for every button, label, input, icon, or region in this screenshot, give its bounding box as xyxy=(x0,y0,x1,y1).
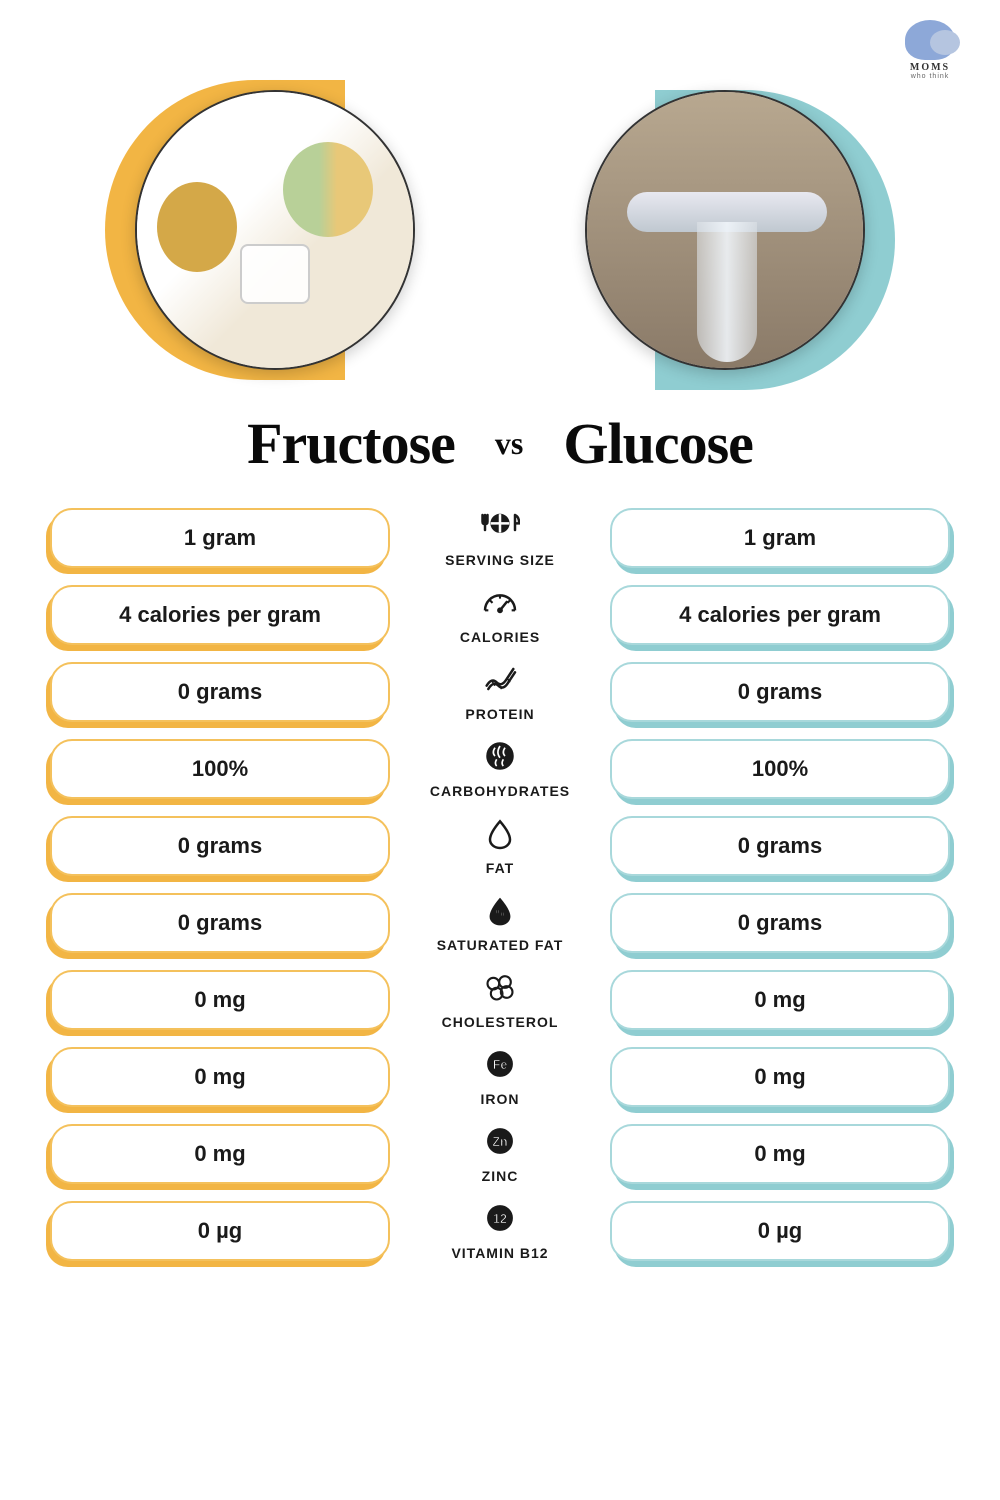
category-label: FAT xyxy=(486,860,514,876)
iron-icon: Fe xyxy=(480,1046,520,1087)
hero-images-row xyxy=(50,80,950,380)
value-text: 0 grams xyxy=(178,833,262,859)
right-value-pill: 0 grams xyxy=(610,893,950,953)
b12-icon: 12 xyxy=(480,1200,520,1241)
right-value-pill: 100% xyxy=(610,739,950,799)
value-text: 0 grams xyxy=(738,833,822,859)
value-text: 4 calories per gram xyxy=(119,602,321,628)
protein-icon xyxy=(480,661,520,702)
category-label: SERVING SIZE xyxy=(445,552,555,568)
svg-text:Fe: Fe xyxy=(493,1058,508,1072)
right-value-pill: 0 mg xyxy=(610,1047,950,1107)
vs-label: vs xyxy=(495,425,523,462)
value-text: 1 gram xyxy=(184,525,256,551)
right-value-pill: 0 grams xyxy=(610,816,950,876)
left-value-pill: 0 µg xyxy=(50,1201,390,1261)
left-value-pill: 0 grams xyxy=(50,893,390,953)
category-cell: Zn ZINC xyxy=(410,1123,590,1184)
value-text: 0 mg xyxy=(194,1064,245,1090)
left-value-pill: 0 mg xyxy=(50,1047,390,1107)
value-text: 100% xyxy=(752,756,808,782)
category-label: CALORIES xyxy=(460,629,540,645)
value-text: 1 gram xyxy=(744,525,816,551)
left-value-pill: 100% xyxy=(50,739,390,799)
category-label: CHOLESTEROL xyxy=(442,1014,559,1030)
brand-logo: MOMS who think xyxy=(890,20,970,100)
category-cell: CARBOHYDRATES xyxy=(410,738,590,799)
category-label: SATURATED FAT xyxy=(437,937,564,953)
left-value-pill: 0 grams xyxy=(50,816,390,876)
glucose-image xyxy=(585,90,865,370)
bird-icon xyxy=(905,20,955,60)
right-value-pill: 0 mg xyxy=(610,970,950,1030)
right-title: Glucose xyxy=(563,410,753,477)
category-cell: CALORIES xyxy=(410,584,590,645)
titles-row: Fructose vs Glucose xyxy=(50,410,950,477)
logo-line1: MOMS xyxy=(910,62,950,73)
right-value-pill: 0 grams xyxy=(610,662,950,722)
left-value-pill: 0 mg xyxy=(50,1124,390,1184)
right-value-pill: 0 mg xyxy=(610,1124,950,1184)
comparison-grid: 1 gram SERVING SIZE 1 gram 4 calories per g… xyxy=(50,507,950,1261)
right-value-pill: 0 µg xyxy=(610,1201,950,1261)
category-cell: Fe IRON xyxy=(410,1046,590,1107)
value-text: 0 grams xyxy=(738,910,822,936)
right-value-pill: 1 gram xyxy=(610,508,950,568)
value-text: 0 mg xyxy=(754,1141,805,1167)
value-text: 0 mg xyxy=(754,1064,805,1090)
serving-icon xyxy=(480,507,520,548)
left-title: Fructose xyxy=(247,410,455,477)
value-text: 0 mg xyxy=(194,1141,245,1167)
category-cell: FAT xyxy=(410,815,590,876)
category-label: ZINC xyxy=(482,1168,519,1184)
value-text: 100% xyxy=(192,756,248,782)
svg-text:%: % xyxy=(496,909,505,920)
glucose-image-container xyxy=(575,80,875,380)
satfat-icon: % xyxy=(480,892,520,933)
calories-icon xyxy=(480,584,520,625)
fat-icon xyxy=(480,815,520,856)
svg-text:Zn: Zn xyxy=(492,1135,507,1149)
category-cell: % SATURATED FAT xyxy=(410,892,590,953)
value-text: 0 mg xyxy=(194,987,245,1013)
category-cell: PROTEIN xyxy=(410,661,590,722)
category-cell: SERVING SIZE xyxy=(410,507,590,568)
fructose-image-container xyxy=(125,80,425,380)
category-cell: CHOLESTEROL xyxy=(410,969,590,1030)
left-value-pill: 1 gram xyxy=(50,508,390,568)
svg-text:12: 12 xyxy=(493,1212,507,1226)
carbs-icon xyxy=(480,738,520,779)
value-text: 0 µg xyxy=(758,1218,802,1244)
value-text: 0 grams xyxy=(178,910,262,936)
value-text: 0 mg xyxy=(754,987,805,1013)
value-text: 4 calories per gram xyxy=(679,602,881,628)
value-text: 0 grams xyxy=(178,679,262,705)
category-cell: 12 VITAMIN B12 xyxy=(410,1200,590,1261)
left-value-pill: 4 calories per gram xyxy=(50,585,390,645)
left-value-pill: 0 grams xyxy=(50,662,390,722)
left-value-pill: 0 mg xyxy=(50,970,390,1030)
zinc-icon: Zn xyxy=(480,1123,520,1164)
category-label: IRON xyxy=(481,1091,520,1107)
value-text: 0 µg xyxy=(198,1218,242,1244)
right-value-pill: 4 calories per gram xyxy=(610,585,950,645)
logo-line2: who think xyxy=(911,73,950,80)
category-label: PROTEIN xyxy=(465,706,534,722)
value-text: 0 grams xyxy=(738,679,822,705)
category-label: VITAMIN B12 xyxy=(451,1245,548,1261)
category-label: CARBOHYDRATES xyxy=(430,783,570,799)
chol-icon xyxy=(480,969,520,1010)
fructose-image xyxy=(135,90,415,370)
